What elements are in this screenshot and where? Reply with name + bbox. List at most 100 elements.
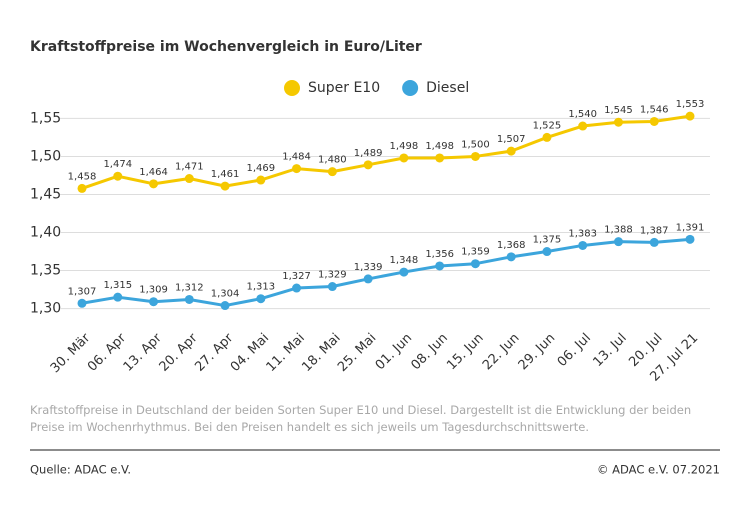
data-label: 1,356 bbox=[425, 249, 454, 260]
x-tick-label: 25. Mai bbox=[335, 331, 379, 375]
data-label: 1,480 bbox=[318, 155, 347, 166]
data-label: 1,507 bbox=[497, 134, 526, 145]
x-tick-label: 08. Jun bbox=[408, 331, 451, 374]
y-tick-label: 1,30 bbox=[30, 301, 61, 317]
data-label: 1,498 bbox=[390, 141, 419, 152]
data-label: 1,359 bbox=[461, 247, 490, 258]
x-tick-label: 06. Apr bbox=[85, 330, 130, 375]
data-label: 1,375 bbox=[533, 235, 562, 246]
data-point bbox=[685, 234, 695, 244]
data-label: 1,525 bbox=[533, 120, 562, 131]
data-point bbox=[435, 153, 445, 163]
data-point bbox=[542, 247, 552, 257]
data-point bbox=[363, 160, 373, 170]
series-line bbox=[81, 237, 691, 308]
data-label: 1,368 bbox=[497, 240, 526, 251]
data-point bbox=[77, 298, 87, 308]
legend-label: Diesel bbox=[426, 80, 469, 96]
data-label: 1,464 bbox=[139, 167, 168, 178]
data-label: 1,309 bbox=[139, 285, 168, 296]
data-label: 1,545 bbox=[604, 105, 633, 116]
data-label: 1,329 bbox=[318, 270, 347, 281]
data-label: 1,461 bbox=[211, 169, 240, 180]
data-point bbox=[149, 179, 159, 189]
x-tick-label: 11. Mai bbox=[264, 331, 308, 375]
series-line bbox=[81, 114, 691, 190]
data-label: 1,553 bbox=[676, 99, 705, 110]
data-point bbox=[470, 259, 480, 269]
y-tick-label: 1,55 bbox=[30, 110, 61, 126]
x-tick-label: 30. Mär bbox=[48, 330, 94, 376]
data-label: 1,540 bbox=[568, 109, 597, 120]
data-point bbox=[613, 237, 623, 247]
x-tick-label: 13. Jul bbox=[591, 331, 630, 370]
data-label: 1,304 bbox=[211, 289, 240, 300]
data-point bbox=[506, 146, 516, 156]
y-tick-label: 1,35 bbox=[30, 263, 61, 279]
x-tick-label: 20. Apr bbox=[157, 330, 202, 375]
data-point bbox=[256, 175, 266, 185]
data-point bbox=[149, 297, 159, 307]
data-point bbox=[220, 301, 230, 311]
data-point bbox=[220, 181, 230, 191]
data-point bbox=[578, 240, 588, 250]
data-point bbox=[184, 174, 194, 184]
source: Quelle: ADAC e.V. bbox=[30, 463, 131, 477]
data-point bbox=[399, 267, 409, 277]
data-label: 1,471 bbox=[175, 162, 204, 173]
data-point bbox=[327, 282, 337, 292]
data-point bbox=[292, 283, 302, 293]
y-tick-label: 1,40 bbox=[30, 225, 61, 241]
x-tick-label: 04. Mai bbox=[228, 331, 272, 375]
data-label: 1,489 bbox=[354, 148, 383, 159]
data-label: 1,469 bbox=[247, 163, 276, 174]
x-tick-label: 06. Jul bbox=[555, 331, 594, 370]
chart-title: Kraftstoffpreise im Wochenvergleich in E… bbox=[30, 39, 422, 55]
data-point bbox=[649, 237, 659, 247]
data-point bbox=[256, 294, 266, 304]
data-point bbox=[613, 117, 623, 127]
data-point bbox=[685, 111, 695, 121]
data-point bbox=[506, 252, 516, 262]
x-tick-label: 27. Apr bbox=[192, 330, 237, 375]
data-point bbox=[363, 274, 373, 284]
data-point bbox=[542, 132, 552, 142]
data-point bbox=[649, 116, 659, 126]
legend-swatch bbox=[402, 80, 419, 96]
x-tick-label: 18. Mai bbox=[299, 331, 343, 375]
data-label: 1,387 bbox=[640, 225, 669, 236]
description: Kraftstoffpreise in Deutschland der beid… bbox=[30, 403, 692, 434]
data-label: 1,315 bbox=[103, 280, 132, 291]
data-point bbox=[470, 151, 480, 161]
data-point bbox=[113, 171, 123, 181]
data-label: 1,327 bbox=[282, 271, 311, 282]
y-tick-label: 1,50 bbox=[30, 148, 61, 164]
x-tick-label: 01. Jun bbox=[373, 331, 416, 374]
data-point bbox=[399, 153, 409, 163]
data-label: 1,339 bbox=[354, 262, 383, 273]
x-tick-label: 15. Jun bbox=[444, 331, 487, 374]
data-label: 1,546 bbox=[640, 104, 669, 115]
legend-label: Super E10 bbox=[308, 80, 380, 96]
data-label: 1,484 bbox=[282, 152, 311, 163]
data-point bbox=[578, 121, 588, 131]
data-label: 1,383 bbox=[568, 228, 597, 239]
data-label: 1,313 bbox=[247, 282, 276, 293]
data-point bbox=[327, 167, 337, 177]
data-label: 1,388 bbox=[604, 225, 633, 236]
data-label: 1,391 bbox=[676, 222, 705, 233]
data-label: 1,500 bbox=[461, 139, 490, 150]
data-point bbox=[435, 261, 445, 271]
data-label: 1,474 bbox=[103, 159, 132, 170]
data-point bbox=[113, 292, 123, 302]
data-label: 1,458 bbox=[68, 171, 97, 182]
y-tick-label: 1,45 bbox=[30, 186, 61, 202]
x-tick-label: 22. Jun bbox=[480, 331, 523, 374]
legend-swatch bbox=[284, 80, 300, 96]
data-label: 1,307 bbox=[68, 286, 97, 297]
data-point bbox=[292, 164, 302, 174]
x-tick-label: 13. Apr bbox=[121, 330, 166, 375]
data-label: 1,498 bbox=[425, 141, 454, 152]
